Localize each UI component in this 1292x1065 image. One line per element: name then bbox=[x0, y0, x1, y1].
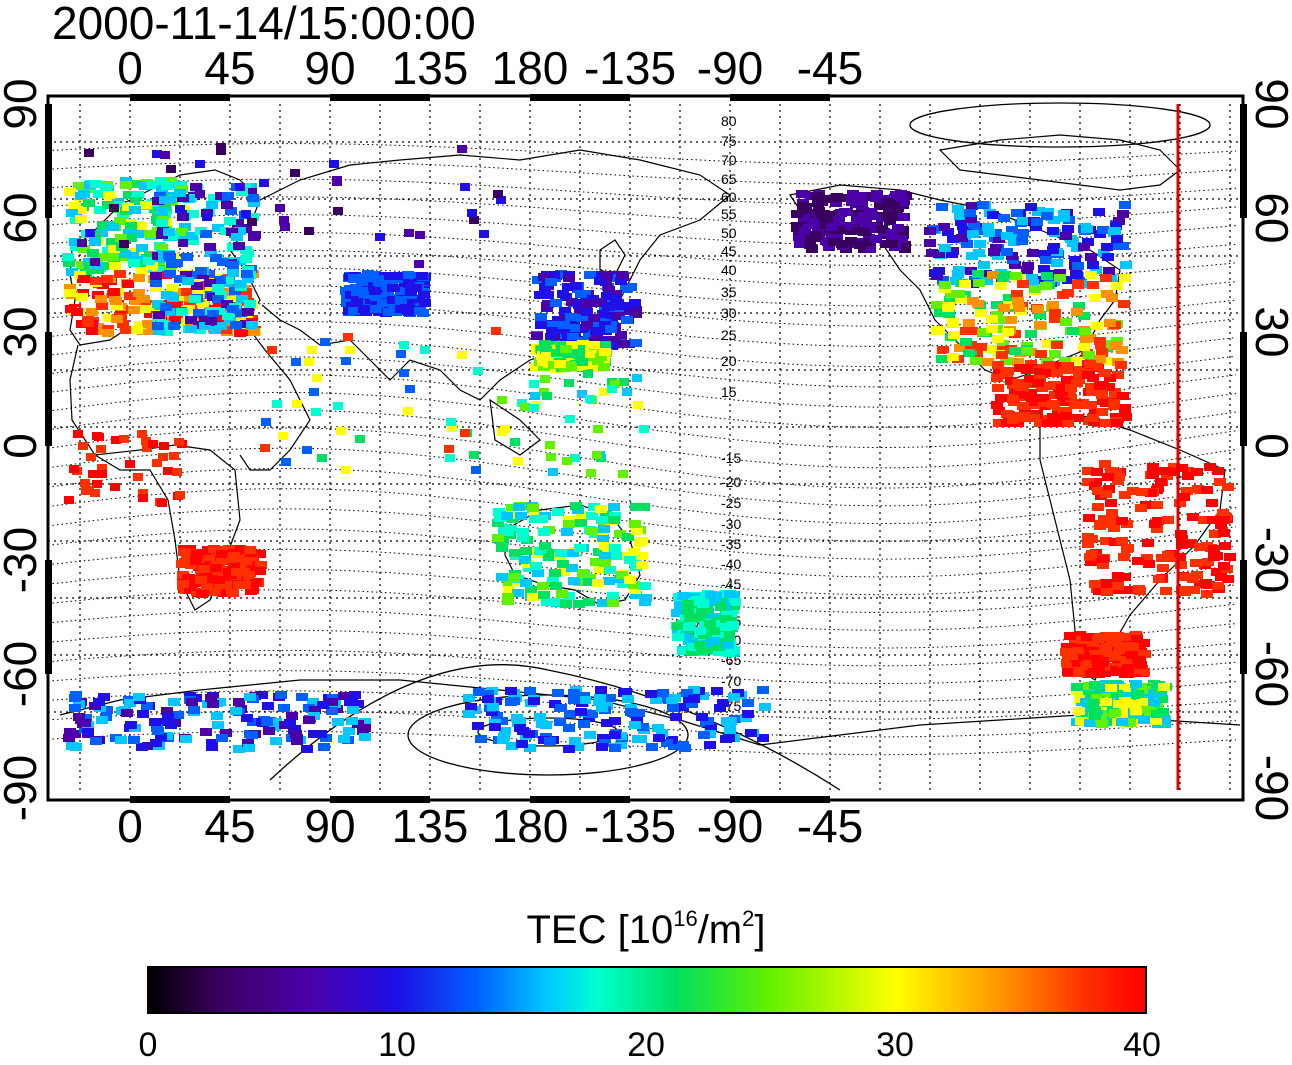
contour-label: -70 bbox=[721, 673, 741, 689]
lon-tick-bottom: 90 bbox=[304, 800, 355, 852]
lat-tick-left: 90 bbox=[0, 78, 46, 129]
lon-tick-bottom: 180 bbox=[492, 800, 569, 852]
contour-label: 80 bbox=[721, 113, 737, 129]
contour-label: -25 bbox=[721, 495, 741, 511]
contour-label: -20 bbox=[721, 474, 741, 490]
tec-data-cells bbox=[62, 143, 1236, 753]
lon-tick-bottom: -45 bbox=[797, 800, 863, 852]
contour-label: 40 bbox=[721, 262, 737, 278]
lat-tick-right: 90 bbox=[1246, 78, 1292, 129]
frame-bar-bottom bbox=[330, 796, 430, 803]
frame-bar-bottom bbox=[730, 796, 830, 803]
map-title: 2000-11-14/15:00:00 bbox=[52, 0, 476, 49]
contour-label: 55 bbox=[721, 206, 737, 222]
contour-label: 20 bbox=[721, 353, 737, 369]
lon-tick-top: 90 bbox=[304, 42, 355, 94]
frame-bar-top bbox=[730, 94, 830, 101]
colorbar-tick: 30 bbox=[876, 1026, 914, 1064]
frame-bar-bottom bbox=[130, 796, 230, 803]
lon-tick-top: 180 bbox=[492, 42, 569, 94]
frame-bar-right bbox=[1240, 332, 1247, 446]
frame-bars bbox=[45, 94, 1247, 803]
tec-map: 8075706560555045403530252015-15-20-25-30… bbox=[0, 42, 1292, 852]
contour-label: -45 bbox=[721, 576, 741, 592]
contour-label: 60 bbox=[721, 189, 737, 205]
lat-tick-left: 30 bbox=[0, 306, 46, 357]
lon-tick-bottom: 0 bbox=[117, 800, 143, 852]
lat-tick-left: 60 bbox=[0, 192, 46, 243]
contour-label: 45 bbox=[721, 243, 737, 259]
contour-label: 30 bbox=[721, 305, 737, 321]
lat-tick-right: -60 bbox=[1246, 641, 1292, 707]
contour-label: 50 bbox=[721, 225, 737, 241]
contour-label: 65 bbox=[721, 171, 737, 187]
lon-tick-top: -90 bbox=[697, 42, 763, 94]
frame-bar-right bbox=[1240, 104, 1247, 218]
lat-tick-left: -30 bbox=[0, 527, 46, 593]
lon-tick-bottom: 45 bbox=[204, 800, 255, 852]
frame-bar-left bbox=[45, 104, 52, 218]
contour-label: -15 bbox=[721, 450, 741, 466]
frame-bar-top bbox=[130, 94, 230, 101]
frame-bar-top bbox=[530, 94, 630, 101]
frame-bar-right bbox=[1240, 560, 1247, 674]
lon-tick-top: 45 bbox=[204, 42, 255, 94]
contour-label: 25 bbox=[721, 327, 737, 343]
lon-tick-top: 135 bbox=[392, 42, 469, 94]
lon-tick-top: -135 bbox=[584, 42, 676, 94]
lat-tick-right: 0 bbox=[1246, 433, 1292, 459]
contour-label: -35 bbox=[721, 536, 741, 552]
lat-tick-right: 60 bbox=[1246, 192, 1292, 243]
colorbar bbox=[147, 966, 1147, 1014]
lat-tick-left: -60 bbox=[0, 641, 46, 707]
contour-label: -40 bbox=[721, 556, 741, 572]
colorbar-tick: 0 bbox=[138, 1026, 158, 1064]
contour-label: 70 bbox=[721, 152, 737, 168]
contour-label: 35 bbox=[721, 284, 737, 300]
colorbar-tick: 10 bbox=[378, 1026, 416, 1064]
lat-tick-right: 30 bbox=[1246, 306, 1292, 357]
lat-tick-left: -90 bbox=[0, 755, 46, 821]
contour-label: 15 bbox=[721, 384, 737, 400]
lon-tick-top: -45 bbox=[797, 42, 863, 94]
axis-tick-labels: 0045459090135135180180-135-135-90-90-45-… bbox=[0, 42, 1292, 852]
lon-tick-bottom: -135 bbox=[584, 800, 676, 852]
lon-tick-bottom: -90 bbox=[697, 800, 763, 852]
lat-tick-right: -90 bbox=[1246, 755, 1292, 821]
lat-tick-left: 0 bbox=[0, 433, 46, 459]
frame-bar-top bbox=[330, 94, 430, 101]
contour-label: 75 bbox=[721, 133, 737, 149]
lat-tick-right: -30 bbox=[1246, 527, 1292, 593]
contour-label: -30 bbox=[721, 516, 741, 532]
frame-bar-left bbox=[45, 332, 52, 446]
colorbar-tick: 40 bbox=[1123, 1026, 1161, 1064]
frame-bar-left bbox=[45, 560, 52, 674]
lon-tick-bottom: 135 bbox=[392, 800, 469, 852]
lon-tick-top: 0 bbox=[117, 42, 143, 94]
frame-bar-bottom bbox=[530, 796, 630, 803]
colorbar-title: TEC [1016/m2] bbox=[526, 906, 766, 952]
colorbar-tick: 20 bbox=[627, 1026, 665, 1064]
